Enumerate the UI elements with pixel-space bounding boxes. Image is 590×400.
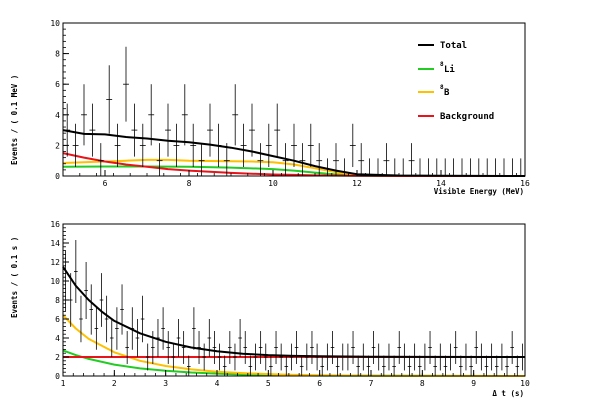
x-tick-label: 8 bbox=[420, 379, 425, 388]
series-b-curve bbox=[62, 158, 525, 177]
x-tick-label: 1 bbox=[61, 379, 66, 388]
x-tick-label: 12 bbox=[352, 179, 362, 188]
y-axis-label: Events / ( 0.1 MeV ) bbox=[10, 75, 19, 165]
x-tick-label: 14 bbox=[436, 179, 446, 188]
y-tick-label: 4 bbox=[55, 111, 60, 120]
legend-label-total: Total bbox=[440, 41, 467, 51]
x-tick-label: 4 bbox=[215, 379, 220, 388]
x-tick-label: 6 bbox=[317, 379, 322, 388]
x-tick-label: 8 bbox=[187, 179, 192, 188]
y-tick-label: 10 bbox=[50, 19, 60, 28]
y-tick-label: 2 bbox=[55, 141, 60, 150]
legend-label-li: Li bbox=[444, 64, 455, 75]
x-tick-label: 3 bbox=[163, 379, 168, 388]
plot-frame bbox=[62, 22, 526, 177]
x-tick-label: 10 bbox=[520, 379, 530, 388]
legend-sup-b: 8 bbox=[440, 84, 444, 91]
y-tick-label: 4 bbox=[55, 334, 60, 343]
time-data-points bbox=[63, 239, 525, 376]
x-axis-label: Visible Energy (MeV) bbox=[434, 187, 524, 196]
series-total-curve bbox=[62, 129, 526, 177]
legend-sup-li: 8 bbox=[440, 61, 444, 68]
y-tick-label: 12 bbox=[50, 258, 60, 267]
x-tick-label: 5 bbox=[266, 379, 271, 388]
energy-spectrum-panel: 0 2 4 6 8 10 6 8 10 12 14 16 Events / ( 0.1 MeV ) V… bbox=[10, 19, 530, 196]
series-b-curve bbox=[62, 314, 526, 377]
y-tick-label: 8 bbox=[55, 50, 60, 59]
legend-label-b: B bbox=[444, 88, 450, 98]
legend-label-background: Background bbox=[440, 112, 494, 122]
x-tick-label: 9 bbox=[471, 379, 476, 388]
y-axis-label: Events / ( 0.1 s ) bbox=[10, 237, 19, 318]
y-tick-label: 6 bbox=[55, 315, 60, 324]
x-tick-label: 6 bbox=[103, 179, 108, 188]
x-tick-label: 10 bbox=[268, 179, 278, 188]
y-tick-label: 16 bbox=[50, 220, 60, 229]
x-axis-label: Δ t (s) bbox=[492, 389, 524, 398]
y-tick-label: 6 bbox=[55, 80, 60, 89]
y-tick-label: 8 bbox=[55, 296, 60, 305]
y-tick-label: 10 bbox=[50, 277, 60, 286]
x-tick-label: 2 bbox=[112, 379, 117, 388]
legend: Total 8 Li 8 B Background bbox=[418, 41, 494, 122]
y-tick-label: 2 bbox=[55, 353, 60, 362]
y-tick-label: 0 bbox=[55, 172, 60, 181]
energy-data-points bbox=[64, 46, 524, 177]
x-tick-label: 7 bbox=[369, 379, 374, 388]
y-tick-label: 0 bbox=[55, 372, 60, 381]
x-tick-label: 16 bbox=[520, 179, 530, 188]
y-tick-label: 14 bbox=[50, 239, 60, 248]
